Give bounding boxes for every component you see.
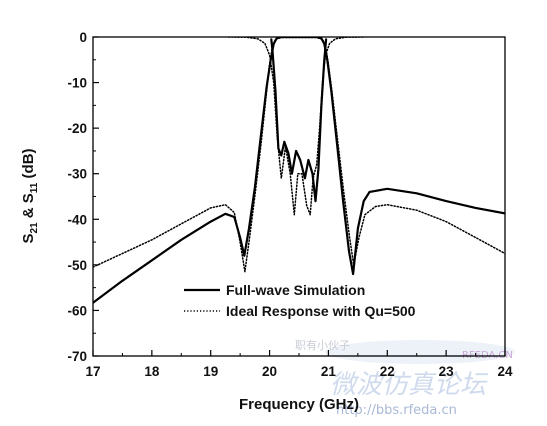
y-title-s: S <box>20 234 37 244</box>
y-title-sub-21: 21 <box>29 222 40 234</box>
series-ideal-s11-line <box>227 37 365 216</box>
x-axis: 17 18 19 20 21 22 23 24 <box>85 350 513 379</box>
series-full-wave-s21-line <box>93 37 505 304</box>
watermark-top-text: 职有小伙子 <box>295 338 350 352</box>
x-tick-label: 21 <box>321 364 337 379</box>
watermark: 职有小伙子 RFEDA.CN 微波仿真论坛 http://bbs.rfeda.c… <box>295 338 515 418</box>
series-ideal-s21-line <box>93 37 505 273</box>
x-tick-label: 19 <box>203 364 218 379</box>
series-layer <box>93 37 505 304</box>
y-tick-label: -10 <box>67 76 87 91</box>
y-tick-label: -70 <box>67 349 87 364</box>
y-tick-label: 0 <box>79 30 87 45</box>
x-axis-title: Frequency (GHz) <box>239 396 359 413</box>
y-tick-label: -60 <box>67 303 87 318</box>
legend-label-ideal: Ideal Response with Qu=500 <box>226 303 416 319</box>
y-tick-label: -40 <box>67 212 87 227</box>
legend: Full-wave Simulation Ideal Response with… <box>184 282 416 319</box>
x-tick-label: 18 <box>144 364 160 379</box>
x-tick-label: 22 <box>380 364 395 379</box>
y-tick-label: -20 <box>67 121 87 136</box>
y-axis-title: S21 & S11 (dB) <box>20 148 40 243</box>
y-tick-label: -50 <box>67 258 87 273</box>
y-title-mid: & S <box>20 193 37 222</box>
legend-label-full-wave: Full-wave Simulation <box>226 282 365 298</box>
x-tick-label: 24 <box>497 364 513 379</box>
watermark-url: http://bbs.rfeda.cn <box>336 403 457 418</box>
x-tick-label: 23 <box>439 364 455 379</box>
series-full-wave-s11-line <box>270 38 328 203</box>
y-title-unit: (dB) <box>20 148 37 182</box>
x-tick-label: 20 <box>262 364 277 379</box>
watermark-forum-text: 微波仿真论坛 <box>330 370 489 400</box>
x-tick-label: 17 <box>85 364 100 379</box>
y-axis: 0 -10 -20 -30 -40 -50 -60 -70 <box>67 30 99 364</box>
y-tick-label: -30 <box>67 167 87 182</box>
y-title-sub-11: 11 <box>29 182 40 193</box>
